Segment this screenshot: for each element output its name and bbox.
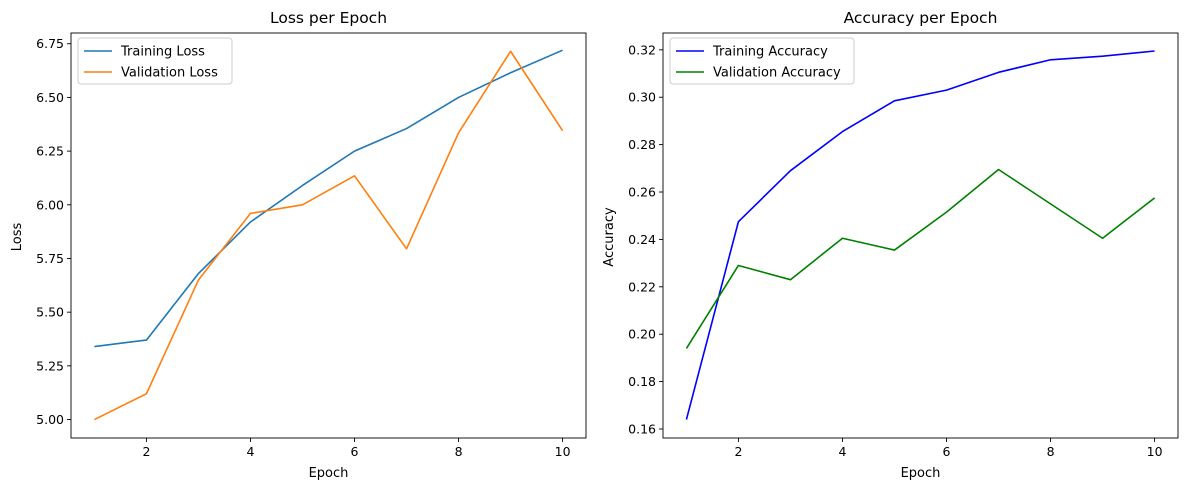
x-tick-label: 4 <box>838 444 846 459</box>
y-tick-label: 0.18 <box>628 374 656 389</box>
chart-title: Loss per Epoch <box>270 9 387 27</box>
chart-title: Accuracy per Epoch <box>844 9 998 27</box>
y-tick-label: 0.20 <box>628 327 656 342</box>
y-tick-label: 5.00 <box>36 412 64 427</box>
y-tick-label: 6.25 <box>36 144 64 159</box>
series-line-0 <box>685 50 1155 420</box>
y-tick-label: 6.75 <box>36 36 64 51</box>
legend-box <box>669 37 855 85</box>
x-tick-label: 8 <box>1047 444 1055 459</box>
y-axis-label: Accuracy <box>602 207 617 267</box>
x-tick-label: 10 <box>555 444 571 459</box>
legend-box <box>77 37 233 85</box>
legend-label: Training Accuracy <box>712 45 828 60</box>
legend-label: Training Loss <box>120 45 205 60</box>
y-tick-label: 5.50 <box>36 305 64 320</box>
y-tick-label: 0.16 <box>628 421 656 436</box>
plot-frame <box>662 32 1179 439</box>
plot-frame <box>70 32 587 439</box>
y-tick-label: 6.00 <box>36 197 64 212</box>
y-tick-label: 0.30 <box>628 90 656 105</box>
legend-label: Validation Accuracy <box>713 66 841 81</box>
x-tick-label: 6 <box>351 444 359 459</box>
x-tick-label: 10 <box>1147 444 1163 459</box>
y-tick-label: 6.50 <box>36 90 64 105</box>
x-tick-label: 2 <box>142 444 150 459</box>
legend-label: Validation Loss <box>121 66 218 81</box>
y-axis-label: Loss <box>10 223 25 252</box>
x-tick-label: 4 <box>246 444 254 459</box>
y-tick-label: 0.22 <box>628 279 656 294</box>
y-tick-label: 0.26 <box>628 185 656 200</box>
y-tick-label: 0.28 <box>628 137 656 152</box>
x-axis-label: Epoch <box>309 466 349 481</box>
y-tick-label: 5.25 <box>36 358 64 373</box>
loss-chart: Loss per Epoch Epoch Loss 2 4 6 8 10 5.00 5.25… <box>10 9 587 481</box>
x-tick-label: 6 <box>943 444 951 459</box>
x-axis-label: Epoch <box>901 466 941 481</box>
x-tick-label: 8 <box>455 444 463 459</box>
x-tick-label: 2 <box>734 444 742 459</box>
series-line-1 <box>685 168 1156 349</box>
series-line-0 <box>94 49 563 348</box>
y-tick-label: 0.32 <box>628 42 656 57</box>
accuracy-chart: Accuracy per Epoch Epoch Accuracy 2 4 6 8 10… <box>602 9 1179 481</box>
y-tick-label: 0.24 <box>628 232 656 247</box>
y-tick-label: 5.75 <box>36 251 64 266</box>
series-line-1 <box>94 50 564 421</box>
